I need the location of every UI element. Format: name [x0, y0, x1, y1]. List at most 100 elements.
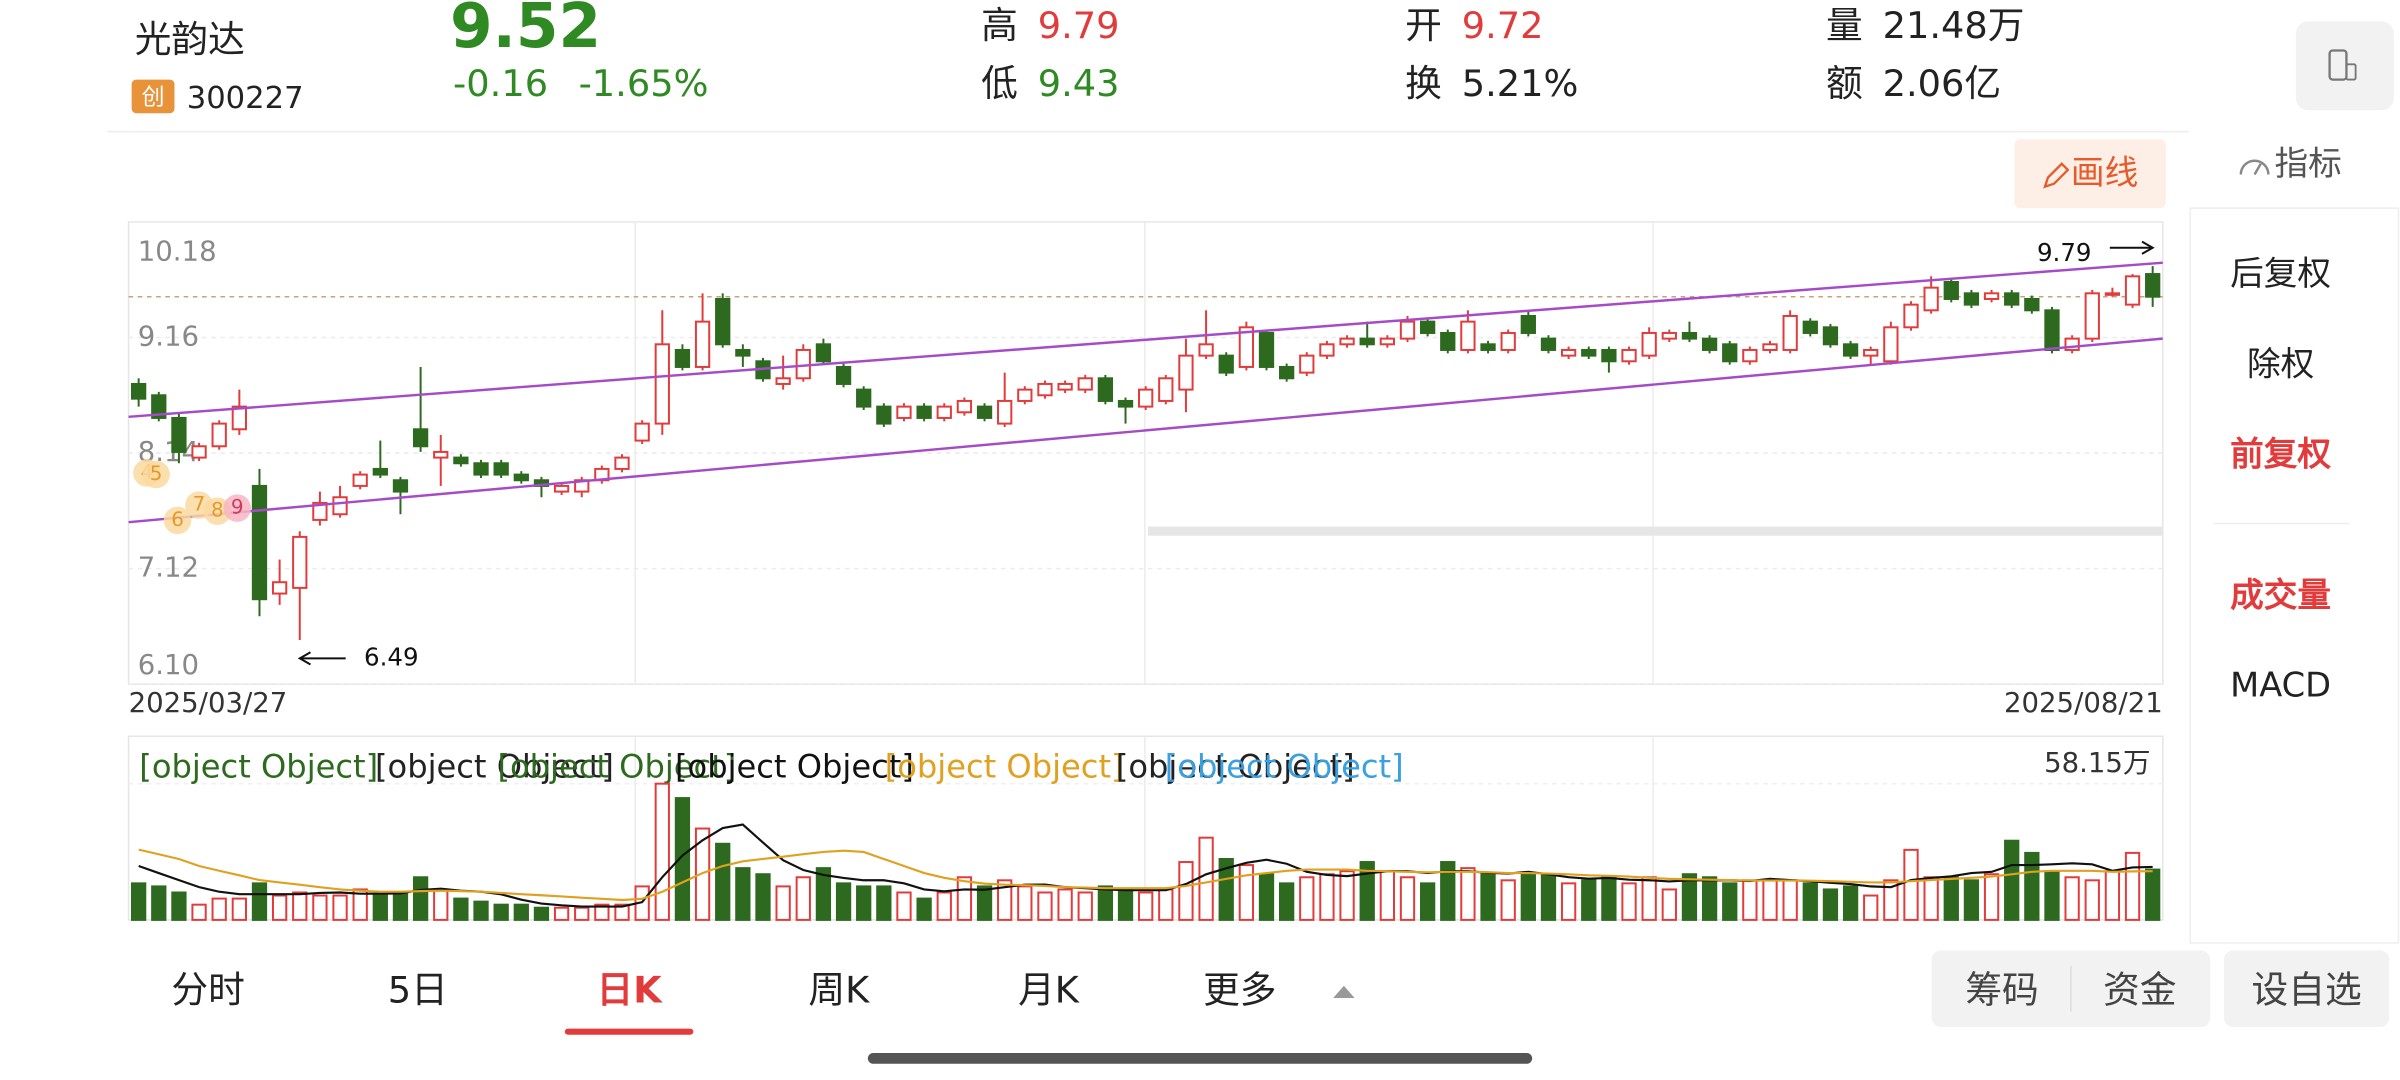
button[interactable]: 资金 — [2103, 968, 2176, 1011]
td-label: 8 — [211, 499, 224, 522]
volume-bar — [1460, 867, 1476, 921]
button[interactable]: 筹码 — [1965, 968, 2038, 1011]
trend-line — [128, 261, 2163, 419]
volume-bar — [131, 882, 147, 921]
candle-body — [1238, 326, 1255, 368]
candle-body — [352, 473, 368, 487]
menu-item[interactable]: 后复权 — [2230, 254, 2331, 293]
menu-item[interactable]: 成交量 — [2230, 575, 2331, 614]
candle-body — [936, 405, 952, 419]
candle-body — [453, 456, 469, 465]
tab-active[interactable]: 日K — [596, 968, 663, 1011]
candle-body — [1701, 337, 1718, 351]
candle-body — [1117, 399, 1134, 408]
td-dot — [142, 460, 170, 489]
candle-body — [151, 394, 167, 419]
draw-button[interactable] — [2014, 139, 2166, 209]
volume-bar — [1399, 876, 1416, 921]
volume-bar — [1863, 894, 1879, 921]
rotate-button[interactable] — [2295, 21, 2394, 111]
stat-label: 高 — [981, 4, 1018, 47]
candle-body — [1742, 348, 1758, 363]
candle-body — [251, 484, 268, 601]
volume-bar — [493, 903, 509, 921]
candle-body — [1359, 337, 1375, 346]
menu-item[interactable]: 前复权 — [2230, 435, 2331, 474]
volume-bar — [1581, 879, 1597, 921]
stat-value: 9.79 — [1038, 4, 1120, 47]
candle-body — [2124, 275, 2141, 306]
low-label: 6.49 — [364, 642, 418, 671]
volume-bar — [1681, 873, 1698, 921]
menu-item[interactable]: 除权 — [2247, 344, 2314, 383]
volume-bar — [674, 797, 691, 921]
tab[interactable]: 月K — [1018, 968, 1080, 1011]
button[interactable]: 设自选 — [2252, 968, 2362, 1011]
trend-line — [128, 337, 2163, 524]
volume-bar — [1218, 857, 1234, 921]
candle-body — [1097, 377, 1114, 402]
candle-body — [292, 535, 308, 589]
tab[interactable]: 5日 — [388, 968, 448, 1011]
candle-body — [674, 348, 691, 368]
candle-body — [956, 399, 973, 414]
stock-code: 300227 — [187, 81, 304, 116]
volume-bar — [1540, 873, 1557, 921]
volume-bar — [171, 891, 187, 921]
volume-bar — [1762, 879, 1778, 921]
volume-bar — [1238, 864, 1255, 921]
candle-body — [312, 501, 328, 521]
candle-body — [1339, 337, 1355, 346]
volume-legend: [object Object] — [1116, 747, 1355, 785]
volume-bar — [1601, 876, 1617, 921]
candle-body — [1158, 377, 1174, 402]
candle-body — [191, 445, 207, 459]
stat-label: 量 — [1826, 4, 1863, 47]
stat-value: 21.48万 — [1883, 4, 2025, 47]
date-label: 2025/03/27 — [129, 687, 288, 719]
volume-bar — [1359, 861, 1375, 921]
tab[interactable]: 更多 — [1203, 968, 1276, 1011]
candle-body — [2064, 337, 2080, 351]
volume-bar — [614, 903, 630, 921]
candle-body — [1379, 337, 1395, 346]
candle-body — [332, 496, 348, 516]
volume-legend: [object Object] — [1165, 747, 1404, 785]
tab[interactable]: 分时 — [171, 968, 244, 1011]
volume-bar — [1782, 879, 1798, 921]
indicator-button[interactable]: 指标 — [2274, 144, 2341, 183]
volume-bar — [795, 876, 811, 921]
volume-bar — [1158, 888, 1174, 921]
candle-body — [1983, 292, 2000, 300]
candle-body — [1903, 303, 1919, 329]
td-dot — [223, 494, 252, 522]
candle-body — [1480, 343, 1496, 351]
volume-bar — [231, 897, 247, 921]
candle-body — [1641, 331, 1657, 357]
volume-legend: [object Object] — [375, 747, 614, 785]
volume-bar — [2084, 879, 2100, 921]
volume-bar — [553, 906, 570, 921]
candle-body — [735, 348, 751, 357]
menu-item[interactable]: MACD — [2230, 666, 2331, 705]
volume-bar — [715, 842, 731, 921]
candle-body — [2024, 297, 2040, 312]
candle-body — [1661, 331, 1677, 340]
volume-bar — [1822, 888, 1839, 921]
stat-label: 额 — [1826, 62, 1863, 105]
more-arrow — [1333, 985, 1355, 998]
volume-bar — [916, 897, 932, 921]
candle-body — [1842, 343, 1859, 357]
volume-bar — [1419, 882, 1436, 921]
candle-body — [1017, 388, 1033, 402]
candle-body — [835, 365, 852, 385]
change-pct: -1.65% — [579, 62, 709, 105]
td-label: 5 — [150, 462, 163, 485]
candle-body — [1440, 331, 1456, 351]
gauge-icon — [2253, 163, 2262, 176]
side-panel — [2189, 207, 2400, 944]
stat-label: 开 — [1405, 4, 1442, 47]
phone-icon — [2345, 63, 2357, 81]
tab[interactable]: 周K — [808, 968, 870, 1011]
candle-body — [1319, 343, 1335, 357]
